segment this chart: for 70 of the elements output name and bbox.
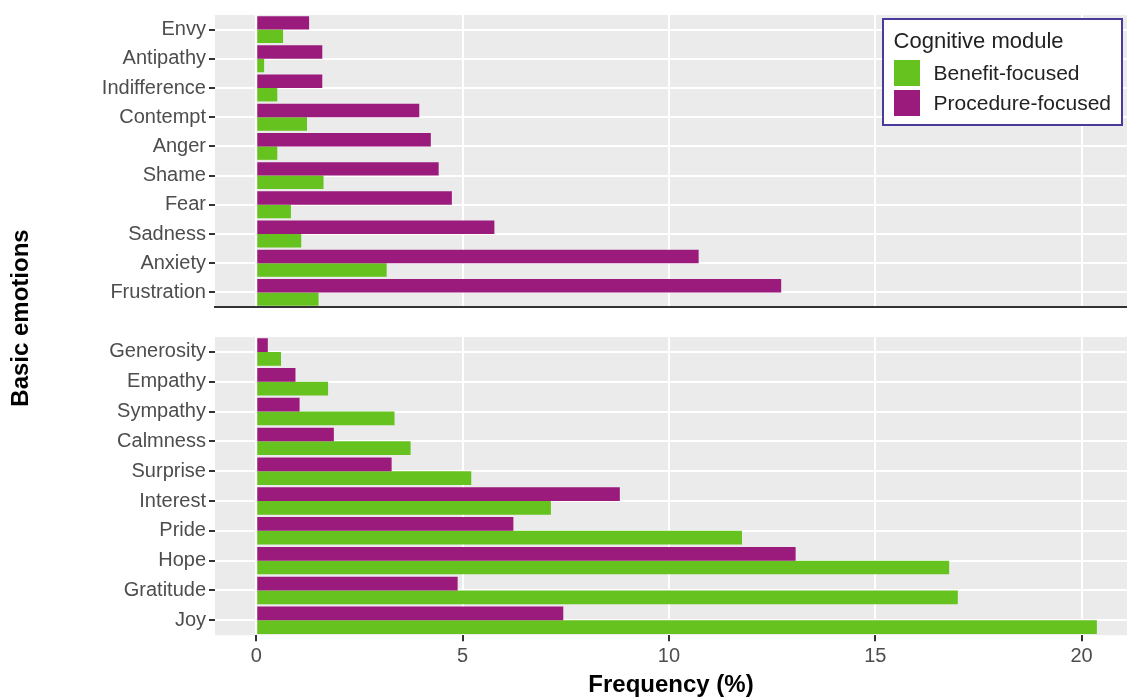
- bar: [257, 441, 411, 456]
- y-tick-label: Joy: [174, 607, 206, 630]
- x-tick-label: 15: [864, 643, 887, 666]
- bar: [257, 117, 308, 131]
- x-tick-label: 10: [657, 643, 681, 666]
- y-tick-label: Fear: [164, 192, 207, 215]
- bar: [257, 381, 329, 396]
- y-tick-label: Hope: [158, 548, 206, 571]
- bar: [257, 132, 431, 147]
- bar: [257, 576, 458, 591]
- bar: [257, 427, 334, 442]
- bar: [257, 220, 495, 234]
- legend-label: Benefit-focused: [933, 61, 1080, 85]
- y-tick-label: Shame: [142, 163, 206, 186]
- y-tick-label: Sadness: [128, 221, 206, 244]
- bar: [257, 175, 324, 190]
- legend-title: Cognitive module: [893, 28, 1065, 54]
- x-tick-label: 20: [1070, 643, 1093, 666]
- bar: [257, 45, 323, 59]
- x-tick-label: 0: [250, 643, 262, 666]
- bar: [257, 29, 284, 44]
- y-tick-label: Generosity: [109, 339, 206, 362]
- bar: [257, 368, 296, 382]
- bar: [257, 88, 278, 102]
- bar: [257, 263, 387, 277]
- y-tick-label: Anxiety: [140, 250, 206, 273]
- bar: [257, 501, 551, 515]
- bar: [257, 560, 950, 575]
- bar: [257, 457, 392, 472]
- bar: [257, 530, 742, 545]
- bar: [257, 397, 300, 412]
- bar: [257, 204, 291, 219]
- bar: [257, 620, 1097, 635]
- bar: [257, 338, 268, 352]
- bar: [257, 58, 265, 73]
- y-tick-label: Gratitude: [123, 577, 206, 600]
- y-tick-label: Pride: [159, 518, 206, 541]
- bar: [257, 16, 310, 30]
- y-tick-label: Interest: [139, 488, 207, 511]
- bar: [257, 162, 439, 176]
- bar: [257, 487, 620, 502]
- bar: [257, 590, 958, 605]
- bar: [257, 249, 699, 264]
- y-tick-label: Contempt: [119, 104, 207, 127]
- bar: [257, 278, 782, 293]
- bar: [257, 517, 514, 531]
- y-tick-label: Indifference: [101, 75, 206, 98]
- bar: [257, 411, 395, 426]
- y-tick-label: Surprise: [131, 458, 206, 481]
- bar: [257, 471, 472, 485]
- bar: [257, 546, 796, 561]
- y-tick-label: Antipathy: [122, 46, 206, 69]
- y-tick-label: Sympathy: [117, 399, 206, 422]
- bar: [257, 191, 452, 205]
- x-axis-title: Frequency (%): [588, 670, 754, 698]
- bar: [257, 292, 319, 306]
- bar: [257, 103, 420, 118]
- y-tick-label: Anger: [152, 133, 207, 156]
- y-axis-title: Basic emotions: [6, 229, 34, 407]
- legend-label: Procedure-focused: [933, 91, 1111, 115]
- bar: [257, 234, 302, 248]
- bar: [257, 606, 564, 621]
- y-tick-label: Empathy: [127, 369, 206, 392]
- bar: [257, 74, 323, 88]
- y-tick-label: Frustration: [110, 279, 206, 302]
- y-tick-label: Envy: [161, 17, 206, 40]
- y-tick-label: Calmness: [117, 428, 206, 451]
- x-tick-label: 5: [457, 643, 469, 666]
- bar: [257, 351, 282, 366]
- bar: [257, 146, 278, 160]
